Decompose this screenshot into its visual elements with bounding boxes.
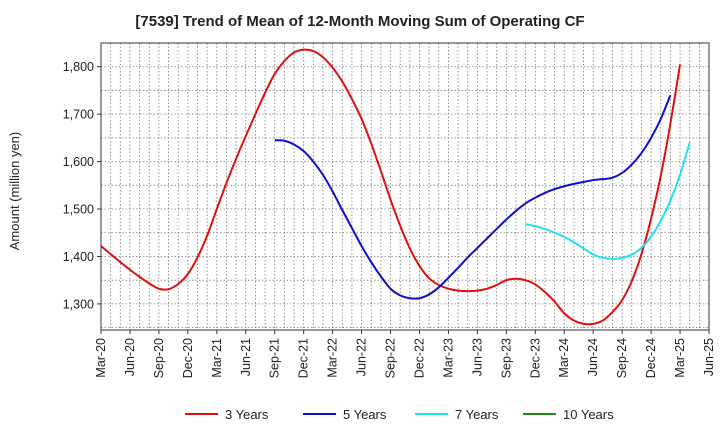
x-tick-label: Jun-24: [586, 338, 600, 376]
x-tick-label: Dec-21: [297, 338, 311, 378]
x-tick-label: Mar-22: [326, 338, 340, 378]
y-axis-ticks: 1,300 1,400 1,500 1,600 1,700 1,800: [63, 60, 101, 311]
legend: 3 Years 5 Years 7 Years 10 Years: [185, 407, 614, 422]
x-tick-label: Mar-25: [673, 338, 687, 378]
x-tick-label: Dec-23: [528, 338, 542, 378]
series-line-3-years: [100, 48, 682, 326]
x-tick-label: Mar-23: [441, 338, 455, 378]
x-tick-label: Dec-20: [181, 338, 195, 378]
y-tick-label: 1,400: [63, 250, 94, 264]
legend-label-3-years: 3 Years: [225, 407, 269, 422]
series-layer: [100, 48, 691, 326]
y-tick-label: 1,500: [63, 203, 94, 217]
x-tick-label: Sep-23: [499, 338, 513, 378]
y-tick-label: 1,700: [63, 108, 94, 122]
legend-label-5-years: 5 Years: [343, 407, 387, 422]
y-tick-label: 1,600: [63, 155, 94, 169]
y-tick-label: 1,300: [63, 297, 94, 311]
plot-frame: [100, 42, 710, 331]
chart-title: [7539] Trend of Mean of 12-Month Moving …: [135, 13, 584, 30]
x-tick-label: Jun-22: [355, 338, 369, 376]
x-tick-label: Dec-22: [412, 338, 426, 378]
x-tick-label: Jun-21: [239, 338, 253, 376]
series-line-7-years: [525, 142, 691, 260]
x-tick-label: Dec-24: [644, 338, 658, 378]
x-tick-label: Mar-24: [557, 338, 571, 378]
y-axis-label: Amount (million yen): [7, 132, 22, 251]
x-tick-label: Sep-21: [268, 338, 282, 378]
x-tick-label: Jun-25: [702, 338, 716, 376]
x-tick-label: Sep-24: [615, 338, 629, 378]
series-line-5-years: [274, 94, 672, 300]
x-tick-label: Mar-21: [210, 338, 224, 378]
x-axis-ticks: Mar-20 Jun-20 Sep-20 Dec-20 Mar-21 Jun-21 Sep-…: [94, 330, 716, 378]
grid: [101, 43, 709, 330]
legend-label-10-years: 10 Years: [563, 407, 614, 422]
x-tick-label: Jun-20: [123, 338, 137, 376]
legend-label-7-years: 7 Years: [455, 407, 499, 422]
y-tick-label: 1,800: [63, 60, 94, 74]
x-tick-label: Sep-20: [152, 338, 166, 378]
x-tick-label: Sep-22: [384, 338, 398, 378]
x-tick-label: Mar-20: [94, 338, 108, 378]
x-tick-label: Jun-23: [470, 338, 484, 376]
